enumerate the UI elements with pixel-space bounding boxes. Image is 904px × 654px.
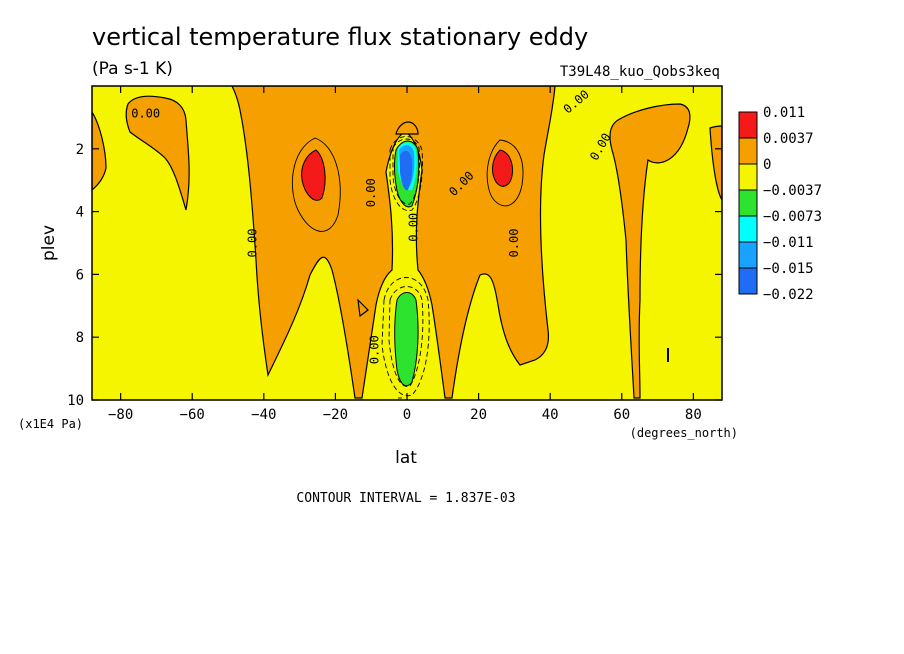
contour-north-outer <box>486 139 524 207</box>
contour-field <box>92 86 722 400</box>
region-positive-left-lobe <box>125 95 190 211</box>
legend-label: 0.0037 <box>763 131 814 147</box>
contour-interval: CONTOUR INTERVAL = 1.837E-03 <box>296 491 515 506</box>
run-id: T39L48_kuo_Qobs3keq <box>560 64 720 80</box>
legend-swatch <box>738 189 758 217</box>
region-neg-upper-core <box>400 150 413 191</box>
legend-label: −0.011 <box>763 235 814 251</box>
x-tick-label: 0 <box>403 407 411 423</box>
legend-label: −0.0037 <box>763 183 822 199</box>
legend-label: −0.0073 <box>763 209 822 225</box>
contour-south-outer <box>292 137 341 232</box>
legend-label: 0.011 <box>763 105 805 121</box>
legend-swatch <box>738 111 758 139</box>
small-closed-contour <box>357 298 369 318</box>
region-neg-lower-green <box>394 292 419 387</box>
legend-swatch <box>738 241 758 269</box>
x-tick-label: −80 <box>108 407 133 423</box>
y-units-label: (x1E4 Pa) <box>18 417 83 431</box>
x-tick-label: −40 <box>251 407 276 423</box>
region-positive-edge-lobe <box>92 110 107 191</box>
x-tick-label: 40 <box>542 407 559 423</box>
region-positive-right-edge <box>709 125 722 202</box>
legend-label: 0 <box>763 157 771 173</box>
chart-units: (Pa s-1 K) <box>92 59 173 79</box>
x-tick-label: 60 <box>613 407 630 423</box>
x-tick-label: 20 <box>470 407 487 423</box>
legend-swatch <box>738 215 758 243</box>
legend: 0.011 0.0037 0 −0.0037 −0.0073 −0.011 −0.015 −0… <box>738 105 822 303</box>
legend-swatch <box>738 163 758 191</box>
chart-title: vertical temperature flux stationary edd… <box>92 23 588 51</box>
legend-label: −0.022 <box>763 287 814 303</box>
legend-swatch <box>738 267 758 295</box>
region-positive-cap <box>395 121 419 135</box>
contour-label: 0.00 <box>246 229 260 258</box>
x-tick-label: −20 <box>323 407 348 423</box>
negative-contours <box>381 136 430 399</box>
contour-label: 0.00 <box>367 335 381 364</box>
y-tick-label: 6 <box>76 267 84 283</box>
x-axis-title: lat <box>395 448 417 468</box>
contour-label: 0.00 <box>131 106 160 120</box>
y-axis: 2 4 6 8 10 <box>67 142 722 409</box>
x-units-label: (degrees_north) <box>630 426 738 440</box>
region-positive-right-lobe <box>609 103 691 399</box>
legend-swatch <box>738 137 758 165</box>
x-tick-label: 80 <box>685 407 702 423</box>
contour-label: 0.00 <box>407 213 421 242</box>
y-tick-label: 8 <box>76 330 84 346</box>
region-max-north <box>492 149 513 187</box>
y-tick-label: 2 <box>76 142 84 158</box>
y-axis-title: plev <box>39 225 59 261</box>
x-axis: −80 −60 −40 −20 0 20 40 60 80 <box>108 86 702 423</box>
y-tick-label: 4 <box>76 205 84 221</box>
region-max-south <box>301 149 326 201</box>
contour-label: 0.00 <box>507 229 521 258</box>
legend-label: −0.015 <box>763 261 814 277</box>
x-tick-label: −60 <box>180 407 205 423</box>
contour-label: 0.00 <box>364 178 378 207</box>
y-tick-label: 10 <box>67 393 84 409</box>
